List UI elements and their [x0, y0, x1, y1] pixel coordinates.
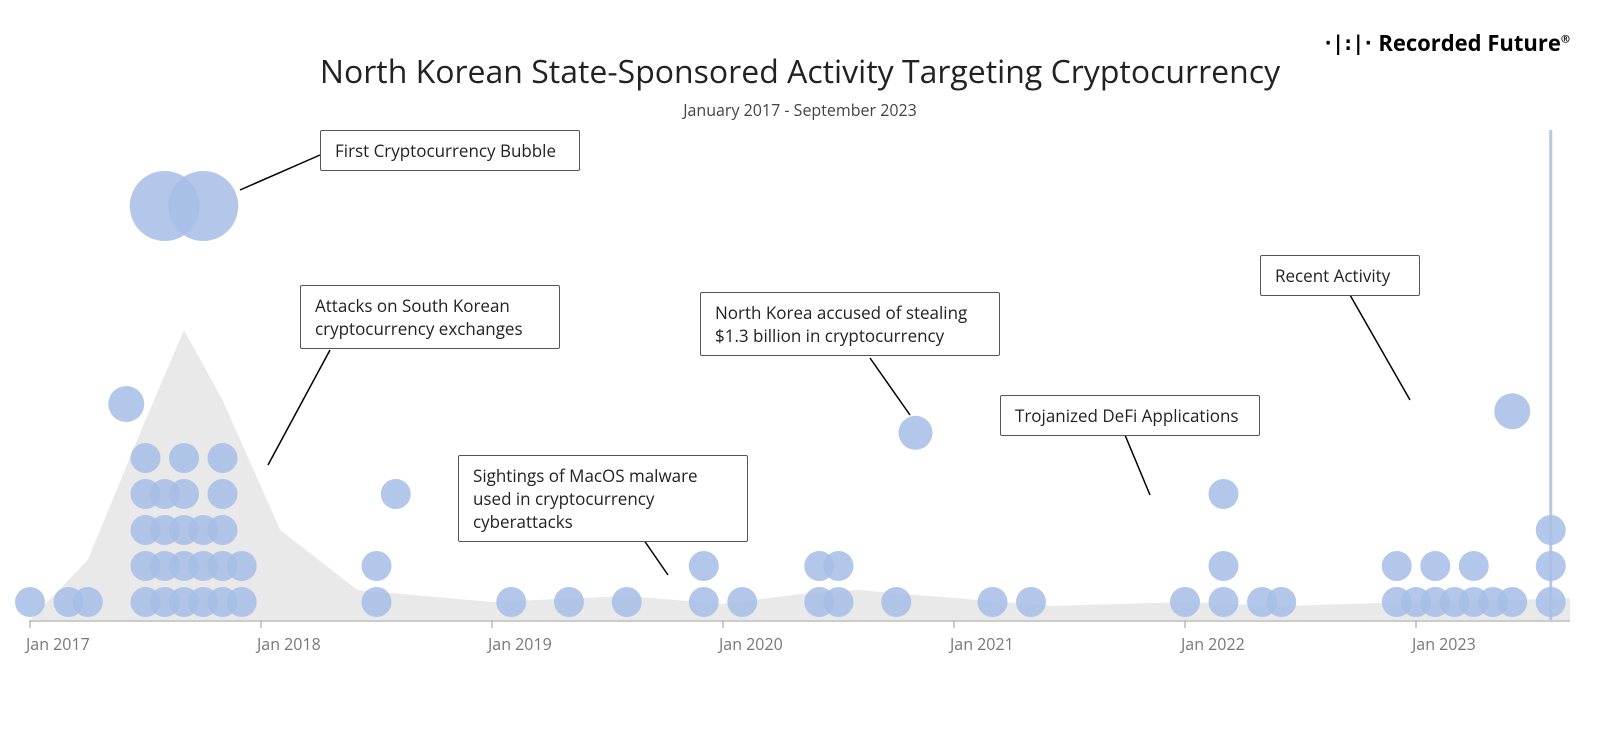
event-bubble — [1016, 587, 1046, 617]
event-bubble — [1209, 551, 1239, 581]
annotation-line — [1125, 435, 1150, 495]
event-bubble — [689, 587, 719, 617]
annotation-bubble: First Cryptocurrency Bubble — [320, 130, 580, 171]
event-bubble — [362, 551, 392, 581]
annotation-13b: North Korea accused of stealing $1.3 bil… — [700, 292, 1000, 356]
event-bubble — [1209, 587, 1239, 617]
event-bubble — [689, 551, 719, 581]
x-tick-label: Jan 2021 — [948, 633, 1014, 655]
event-bubble — [1420, 551, 1450, 581]
event-bubble — [1497, 587, 1527, 617]
event-bubble — [881, 587, 911, 617]
event-bubble — [169, 479, 199, 509]
event-bubble — [168, 171, 238, 241]
event-bubble — [208, 515, 238, 545]
x-tick-label: Jan 2022 — [1179, 633, 1245, 655]
event-bubble — [824, 587, 854, 617]
annotation-line — [268, 350, 330, 465]
event-bubble — [208, 443, 238, 473]
event-bubble — [208, 479, 238, 509]
event-bubble — [1536, 515, 1566, 545]
event-bubble — [554, 587, 584, 617]
x-tick-label: Jan 2023 — [1410, 633, 1476, 655]
annotation-line — [870, 358, 910, 415]
event-bubble — [1209, 479, 1239, 509]
event-bubble — [824, 551, 854, 581]
annotation-sk: Attacks on South Korean cryptocurrency e… — [300, 285, 560, 349]
event-bubble — [1536, 551, 1566, 581]
timeline-chart: Jan 2017 Jan 2018 Jan 2019 Jan 2020 Jan 2021… — [0, 0, 1600, 740]
event-bubble — [227, 551, 257, 581]
event-bubble — [1459, 551, 1489, 581]
density-area — [30, 330, 1570, 620]
x-tick-label: Jan 2019 — [486, 633, 552, 655]
event-bubble — [899, 416, 933, 450]
annotation-recent: Recent Activity — [1260, 255, 1420, 296]
event-bubble — [1170, 587, 1200, 617]
event-bubble — [612, 587, 642, 617]
event-bubble — [131, 443, 161, 473]
annotation-macos: Sightings of MacOS malware used in crypt… — [458, 455, 748, 542]
event-bubble — [227, 587, 257, 617]
event-bubble — [108, 386, 144, 422]
x-tick-label: Jan 2017 — [24, 633, 90, 655]
event-bubble — [1494, 393, 1530, 429]
event-bubble — [169, 443, 199, 473]
annotation-line — [240, 155, 320, 190]
event-bubble — [1266, 587, 1296, 617]
annotation-line — [1350, 295, 1410, 400]
event-bubble — [73, 587, 103, 617]
x-tick-label: Jan 2020 — [717, 633, 783, 655]
event-bubble — [1536, 587, 1566, 617]
annotation-defi: Trojanized DeFi Applications — [1000, 395, 1260, 436]
x-tick-label: Jan 2018 — [255, 633, 321, 655]
event-bubble — [496, 587, 526, 617]
event-bubble — [727, 587, 757, 617]
event-bubble — [15, 587, 45, 617]
event-bubble — [381, 479, 411, 509]
event-bubble — [978, 587, 1008, 617]
event-bubble — [362, 587, 392, 617]
event-bubble — [1382, 551, 1412, 581]
